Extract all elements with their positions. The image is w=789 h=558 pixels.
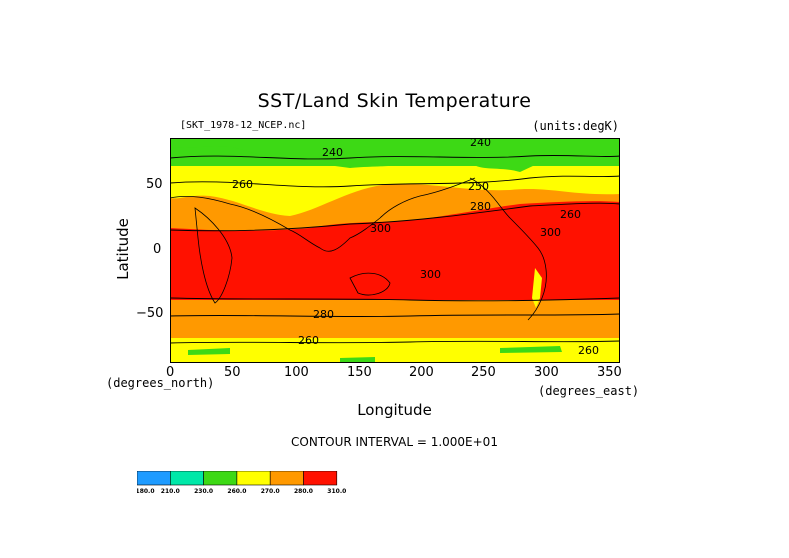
x-tick: 250	[471, 365, 496, 380]
contour-line	[170, 175, 620, 188]
contour-label: 240	[322, 146, 343, 159]
band-north-cool	[170, 166, 620, 216]
colorbar-swatch	[269, 471, 304, 486]
contour-label: 300	[370, 222, 391, 235]
colorbar-label: 280.0	[294, 488, 313, 495]
contour-label: 260	[232, 178, 253, 191]
band-south-mid	[170, 300, 620, 338]
contour-line	[170, 202, 620, 232]
contour-label: 240	[470, 138, 491, 149]
map-frame	[170, 138, 620, 363]
x-tick: 200	[409, 365, 434, 380]
page-title: SST/Land Skin Temperature	[257, 90, 532, 112]
colorbar-label: 310.0	[327, 488, 346, 495]
antarctic-patches	[188, 346, 562, 363]
y-tick: 50	[146, 177, 163, 192]
contour-label: 250	[468, 180, 489, 193]
colorbar-label: 260.0	[227, 488, 246, 495]
contour-interval: CONTOUR INTERVAL = 1.000E+01	[291, 435, 498, 449]
x-tick: 150	[347, 365, 372, 380]
y-axis-label: Latitude	[113, 218, 132, 280]
x-tick: 300	[534, 365, 559, 380]
andes-cool	[532, 268, 542, 308]
colorbar-label: 270.0	[261, 488, 280, 495]
colorbar-swatch	[169, 471, 204, 486]
contour-line	[170, 154, 620, 160]
coast-africa	[194, 207, 233, 304]
colorbar-swatch	[303, 471, 338, 486]
y-tick: −50	[136, 306, 164, 321]
coast-americas	[469, 177, 547, 321]
band-tropics	[170, 201, 620, 300]
coast-australia	[349, 272, 391, 296]
colorbar: 180.0 210.0 230.0 260.0 270.0 280.0 310.0	[137, 471, 346, 495]
x-axis-units: (degrees_east)	[538, 384, 640, 398]
colorbar-swatch	[236, 471, 271, 486]
x-tick: 0	[166, 365, 175, 380]
x-tick: 100	[284, 365, 309, 380]
colorbar-swatch	[137, 471, 171, 486]
units-label: (units:degK)	[532, 119, 619, 133]
x-tick: 350	[597, 365, 622, 380]
x-tick: 50	[224, 365, 241, 380]
x-axis-label: Longitude	[357, 401, 432, 419]
contour-line	[170, 297, 620, 302]
contour-label: 280	[313, 308, 334, 321]
contour-line	[170, 340, 620, 344]
contour-label: 300	[420, 268, 441, 281]
contour-label: 260	[578, 344, 599, 357]
temperature-map: 240 240 260 250 260 280 300 300 300 280 …	[170, 138, 620, 363]
contour-line	[170, 313, 620, 318]
contour-label: 260	[560, 208, 581, 221]
contour-label: 300	[540, 226, 561, 239]
colorbar-label: 230.0	[194, 488, 213, 495]
contour-label: 280	[470, 200, 491, 213]
y-axis-units: (degrees_north)	[106, 376, 215, 390]
coast-eurasia	[170, 177, 476, 252]
y-tick: 0	[153, 242, 162, 257]
colorbar-swatch	[203, 471, 238, 486]
band-north-green-land	[170, 146, 620, 172]
file-label: [SKT_1978-12_NCEP.nc]	[180, 120, 307, 131]
colorbar-label: 210.0	[161, 488, 180, 495]
contour-label: 260	[298, 334, 319, 347]
colorbar-label: 180.0	[137, 488, 154, 495]
